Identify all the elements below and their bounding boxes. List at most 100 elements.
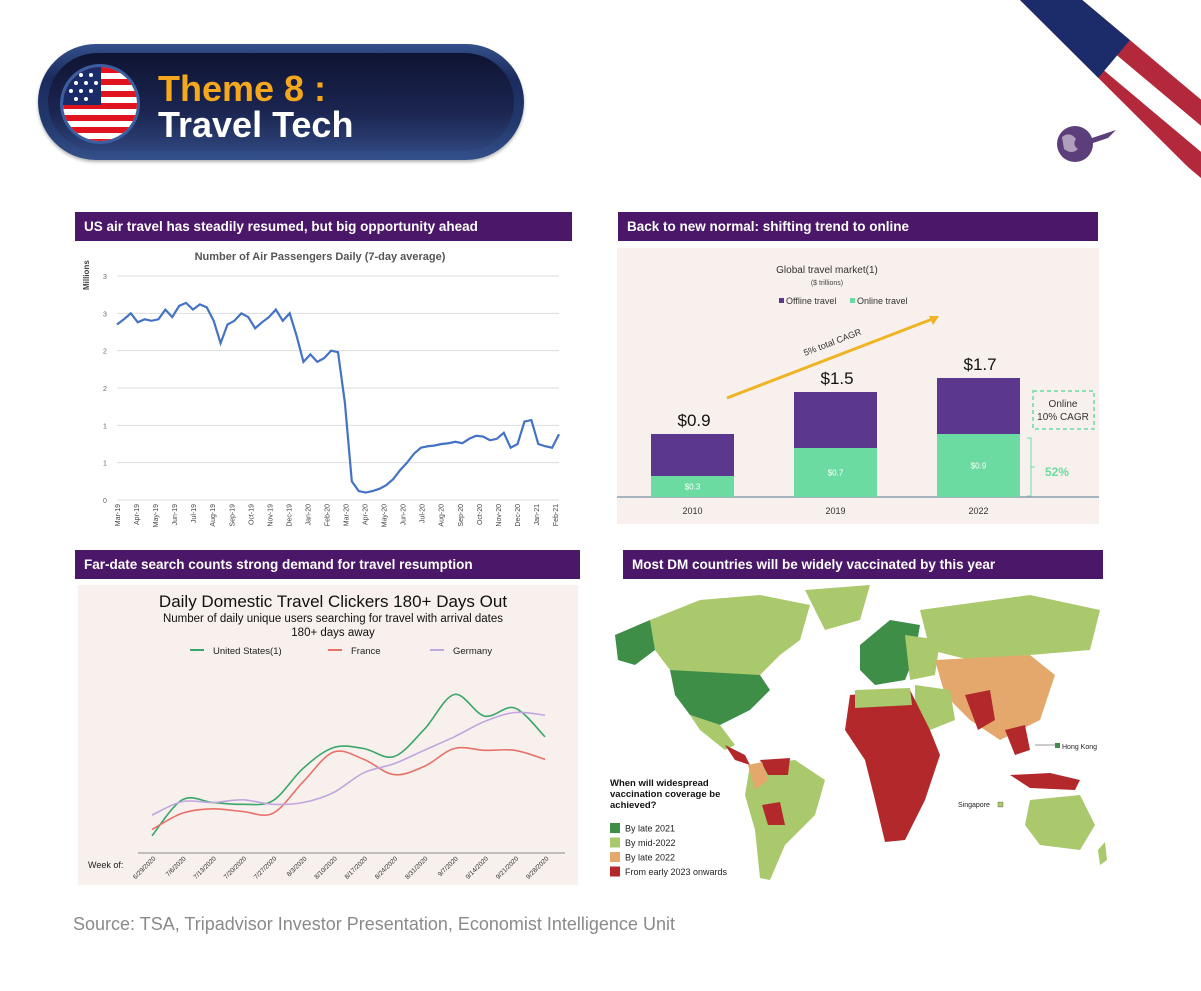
y-tick-label: 1	[103, 461, 107, 468]
map-alaska	[615, 620, 655, 665]
bar-online-2022	[937, 434, 1020, 497]
bar-offline-2010	[651, 434, 734, 476]
x-tick-label: Jun-20	[401, 504, 408, 526]
arrow-head-icon	[929, 316, 939, 325]
us-flag-icon	[60, 64, 140, 144]
x-tick-label: Nov-20	[496, 504, 503, 527]
x-tick-label: May-20	[382, 504, 389, 527]
x-tick-label: 7/27/2020	[253, 855, 279, 881]
panel-header-online-trend: Back to new normal: shifting trend to on…	[618, 212, 1098, 241]
passengers-line	[116, 301, 560, 494]
total-value-label: $0.9	[678, 411, 711, 430]
series-line-germany	[151, 711, 546, 816]
online-value-label: $0.9	[971, 462, 987, 471]
x-tick-label: Aug-20	[439, 504, 446, 527]
online-value-label: $0.7	[828, 469, 844, 478]
x-tick-label: Jun-19	[172, 504, 179, 526]
map-canada	[650, 595, 810, 675]
map-legend-title: When will widespread vaccination coverag…	[610, 778, 721, 811]
legend-online: Online travel	[857, 296, 908, 306]
callout-hong-kong: Hong Kong	[1062, 744, 1097, 751]
x-tick-label: 8/24/2020	[374, 855, 400, 881]
x-tick-label: Jul-20	[420, 504, 427, 523]
y-tick-label: 2	[103, 349, 107, 356]
map-central-america	[725, 745, 750, 765]
map-south-america	[745, 760, 825, 880]
map-north-africa	[855, 688, 912, 708]
map-middle-east	[915, 685, 955, 730]
x-tick-label: Jan-21	[534, 504, 541, 526]
x-tick-label: Dec-19	[286, 504, 293, 527]
online-value-label: $0.3	[685, 483, 701, 492]
x-tick-label: Feb-20	[324, 504, 331, 526]
singapore-marker	[997, 801, 1004, 808]
x-tick-label: Dec-20	[515, 504, 522, 527]
legend-swatch	[610, 823, 620, 833]
legend-swatch	[610, 837, 620, 848]
x-tick-label: Mar-19	[115, 504, 122, 526]
y-tick-label: 1	[103, 423, 107, 430]
legend-offline: Offline travel	[786, 296, 836, 306]
x-tick-label: 8/3/2020	[286, 855, 309, 878]
x-tick-label: 8/10/2020	[313, 855, 339, 881]
chart-title: Daily Domestic Travel Clickers 180+ Days…	[159, 592, 507, 611]
bar-offline-2019	[794, 392, 877, 448]
legend-swatch	[610, 852, 620, 862]
bar-online-2019	[794, 448, 877, 497]
map-colombia	[748, 762, 768, 790]
chart-subtitle-1: Number of daily unique users searching f…	[163, 613, 503, 625]
theme-title: Travel Tech	[158, 104, 354, 145]
vaccination-world-map: Hong Kong Singapore When will widespread…	[610, 585, 1107, 880]
x-tick-label: Sep-20	[458, 504, 465, 527]
map-australia	[1025, 795, 1095, 850]
y-tick-label: 0	[103, 498, 107, 505]
theme-number: Theme 8 :	[158, 68, 327, 109]
x-tick-label: May-19	[153, 504, 160, 527]
map-new-zealand	[1098, 842, 1107, 865]
x-tick-label: 6/29/2020	[132, 855, 158, 881]
globe-plane-icon	[1057, 126, 1116, 162]
legend-label: By late 2022	[625, 853, 675, 863]
source-note: Source: TSA, Tripadvisor Investor Presen…	[73, 914, 675, 934]
x-tick-label: 2022	[968, 506, 988, 516]
share-bracket	[1027, 437, 1035, 497]
x-tick-label: Aug-19	[210, 504, 217, 527]
x-tick-label: Sep-19	[229, 504, 236, 527]
travel-clickers-chart: Daily Domestic Travel Clickers 180+ Days…	[78, 585, 578, 885]
chart-subtitle: ($ trillions)	[811, 280, 843, 287]
legend-label: By late 2021	[625, 824, 675, 834]
cagr-arrow	[726, 316, 936, 400]
x-tick-label: Jan-20	[305, 504, 312, 526]
online-cagr-box	[1032, 390, 1095, 430]
x-tick-label: 7/6/2020	[165, 855, 188, 878]
legend-label: By mid-2022	[625, 838, 676, 848]
map-southeast-asia	[1005, 725, 1030, 755]
online-share-label: 52%	[1045, 465, 1069, 479]
cagr-label: 5% total CAGR	[802, 326, 863, 357]
legend-label: From early 2023 onwards	[625, 867, 728, 877]
legend-swatch-online	[850, 298, 855, 303]
chart-subtitle-2: 180+ days away	[291, 627, 375, 639]
hong-kong-marker	[1055, 743, 1060, 748]
map-greenland	[805, 585, 870, 630]
legend-swatch-offline	[779, 298, 784, 303]
chart-title: Global travel market(1)	[776, 265, 878, 276]
map-europe	[860, 620, 920, 685]
panel-header-air-travel: US air travel has steadily resumed, but …	[75, 212, 572, 241]
x-tick-label: 7/13/2020	[192, 855, 218, 881]
x-tick-label: Nov-19	[267, 504, 274, 527]
x-tick-label: 9/21/2020	[495, 855, 521, 881]
x-tick-label: 7/20/2020	[223, 855, 249, 881]
legend-swatch	[610, 866, 620, 877]
x-axis-prefix: Week of:	[88, 860, 123, 870]
x-tick-label: Apr-20	[363, 504, 370, 525]
x-tick-label: 2019	[825, 506, 845, 516]
x-tick-label: 8/17/2020	[344, 855, 370, 881]
air-passengers-chart: Number of Air Passengers Daily (7-day av…	[82, 251, 560, 527]
chart-title: Number of Air Passengers Daily (7-day av…	[195, 251, 446, 263]
x-tick-label: Mar-20	[344, 504, 351, 526]
map-asia	[935, 655, 1055, 740]
panel-header-far-date-search: Far-date search counts strong demand for…	[75, 550, 580, 579]
panel-header-vaccination: Most DM countries will be widely vaccina…	[623, 550, 1103, 579]
map-bolivia	[762, 802, 785, 825]
